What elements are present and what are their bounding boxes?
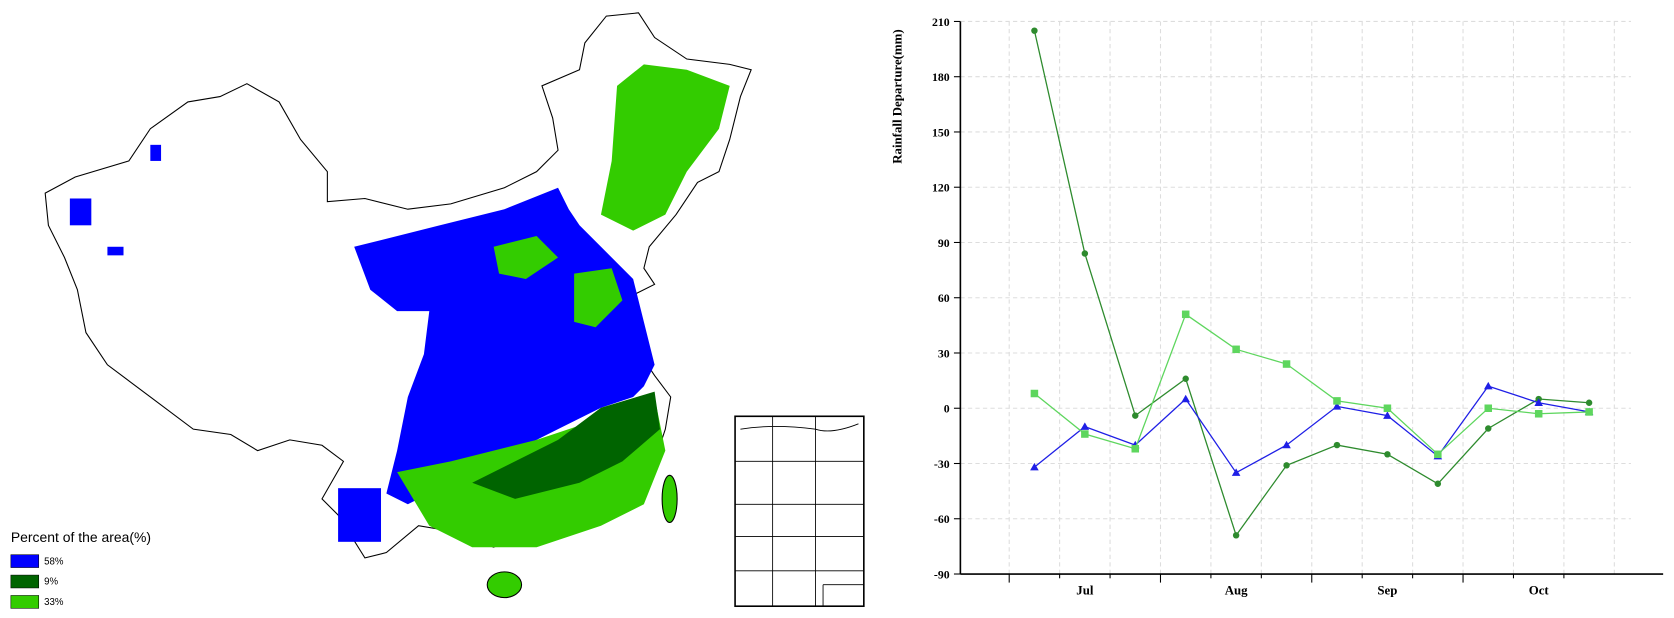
point [1131,445,1140,453]
point [1282,440,1291,449]
y-tick-label: 30 [938,346,950,360]
series-line [1033,30,1590,537]
region-blue [150,144,162,161]
point [1182,375,1189,382]
point [1333,397,1341,405]
legend-title: Percent of the area(%) [11,529,151,545]
y-tick-label: 0 [944,402,950,416]
point [1031,27,1038,34]
x-tick-label: Jul [1076,583,1094,597]
point [1181,394,1190,403]
y-axis-label: Rainfall Departure(mm) [890,29,904,163]
point [1434,450,1442,459]
legend-label: 33% [44,597,64,608]
x-tick-label: Aug [1225,583,1248,597]
y-tick-label: -30 [934,457,950,471]
point [1081,250,1089,257]
point [1132,412,1139,419]
series-line [1034,313,1590,456]
point [1283,462,1290,469]
map [44,12,865,608]
line-chart: Rainfall Departure(mm) -90 -60 -30 0 30 60 90 1… [890,15,1664,597]
point [1030,462,1039,471]
y-tick-label: -60 [934,512,950,526]
region-lightgreen [493,236,559,279]
point [1534,410,1543,418]
inset-frame [734,415,865,608]
point [1232,345,1240,354]
legend-swatch [10,554,40,568]
point [1030,389,1039,398]
x-tick-label: Oct [1529,583,1550,597]
point [1585,408,1593,416]
point [1483,381,1493,390]
y-tick-label: 150 [932,125,950,139]
point [1534,398,1543,406]
point [1434,480,1442,487]
point [1384,451,1391,458]
y-tick-label: 90 [938,236,950,250]
point [1585,399,1593,406]
region-blue [338,488,382,542]
point [1282,360,1291,368]
y-tick-label: 120 [932,181,950,195]
region-lightgreen [600,64,730,231]
region-blue [107,246,124,256]
y-tick-label: -90 [934,567,950,581]
point [1332,402,1342,410]
region-blue [69,198,92,226]
point [1231,468,1241,476]
y-tick-label: 180 [932,70,950,84]
point [1181,310,1190,319]
legend-swatch [10,574,40,589]
point [1081,430,1089,438]
point [1080,422,1090,430]
region-blue [354,187,655,505]
y-tick-label: 210 [932,15,950,29]
legend-label: 58% [44,556,64,567]
y-tick-label: 60 [938,291,950,305]
point [1333,441,1341,449]
point [1484,404,1493,412]
point [1485,425,1492,432]
legend-swatch [10,595,40,609]
island [661,474,678,524]
point [1383,404,1392,412]
x-tick-label: Sep [1377,583,1397,597]
legend-label: 9% [44,577,58,588]
series-line [1034,385,1590,474]
point [1232,532,1240,539]
island [486,571,523,599]
point [1383,411,1392,419]
inset-grid [735,416,865,607]
region-darkgreen [472,391,660,499]
